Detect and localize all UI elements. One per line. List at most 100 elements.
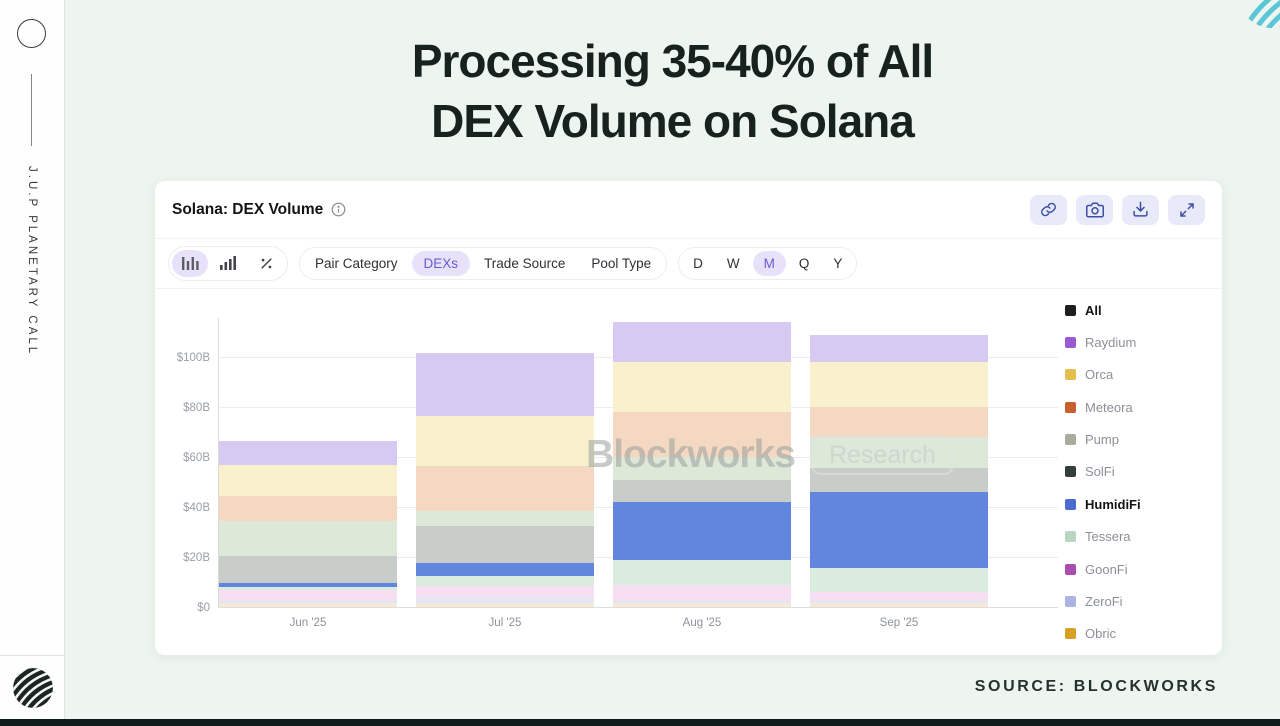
legend-label: ZeroFi <box>1085 594 1123 610</box>
bar-segment-obric[interactable] <box>416 603 594 607</box>
bar-segment-zerofi[interactable] <box>416 597 594 604</box>
source-label: SOURCE: BLOCKWORKS <box>974 678 1218 695</box>
bar-segment-humidifi[interactable] <box>219 583 397 587</box>
x-tick-label: Sep '25 <box>879 617 919 629</box>
expand-button[interactable] <box>1168 194 1205 225</box>
filter-dexs[interactable]: DEXs <box>411 251 471 276</box>
period-d[interactable]: D <box>682 251 714 276</box>
bar-segment-obric[interactable] <box>219 603 397 607</box>
expand-icon <box>1179 202 1194 217</box>
camera-button[interactable] <box>1076 194 1113 225</box>
bar-segment-obric[interactable] <box>613 603 791 607</box>
save-image-button[interactable] <box>1122 194 1159 225</box>
period-q[interactable]: Q <box>788 251 821 276</box>
bar-segment-pump[interactable] <box>810 437 988 469</box>
legend-item-tessera[interactable]: Tessera <box>1065 527 1215 547</box>
camera-icon <box>1085 202 1104 217</box>
gridline <box>218 607 1058 608</box>
percent-type-button[interactable] <box>248 250 284 277</box>
bar-segment-obric[interactable] <box>810 603 988 607</box>
bar-segment-orca[interactable] <box>810 362 988 407</box>
bar-segment-meteora[interactable] <box>613 412 791 457</box>
legend-item-humidifi[interactable]: HumidiFi <box>1065 494 1215 514</box>
bar-segment-zerofi[interactable] <box>613 599 791 604</box>
period-w[interactable]: W <box>716 251 751 276</box>
legend-label: Raydium <box>1085 334 1137 350</box>
legend-label: HumidiFi <box>1085 496 1141 512</box>
stacked-bar-jun25[interactable] <box>219 440 397 607</box>
stacked-bar-jul25[interactable] <box>416 353 594 607</box>
bar-segment-raydium[interactable] <box>810 334 988 362</box>
bar-chart-type-button[interactable] <box>172 250 208 277</box>
filter-pair-category[interactable]: Pair Category <box>303 251 410 276</box>
legend-swatch <box>1065 434 1076 446</box>
bar-segment-raydium[interactable] <box>416 353 594 416</box>
link-button[interactable] <box>1030 194 1067 225</box>
period-m[interactable]: M <box>752 251 786 276</box>
legend-item-solfi[interactable]: SolFi <box>1065 462 1215 482</box>
bar-segment-goonfi[interactable] <box>219 589 397 600</box>
info-icon[interactable] <box>331 202 346 217</box>
bar-segment-humidifi[interactable] <box>416 563 594 576</box>
bar-segment-goonfi[interactable] <box>613 584 791 600</box>
legend-swatch <box>1065 628 1076 640</box>
period-y[interactable]: Y <box>822 251 853 276</box>
bar-segment-meteora[interactable] <box>219 495 397 521</box>
bar-segment-pump[interactable] <box>416 510 594 526</box>
bar-segment-tessera[interactable] <box>416 575 594 586</box>
bar-segment-humidifi[interactable] <box>613 502 791 560</box>
y-tick-label: $20B <box>183 552 210 564</box>
legend-label: Tessera <box>1085 529 1131 545</box>
bar-segment-raydium[interactable] <box>219 440 397 465</box>
bar-segment-pump[interactable] <box>613 457 791 480</box>
percent-icon <box>260 258 272 269</box>
legend-item-zerofi[interactable]: ZeroFi <box>1065 592 1215 612</box>
legend-item-raydium[interactable]: Raydium <box>1065 332 1215 352</box>
bar-segment-zerofi[interactable] <box>810 599 988 604</box>
ascending-bars-type-button[interactable] <box>210 250 246 277</box>
y-tick-label: $40B <box>183 502 210 514</box>
legend-swatch <box>1065 498 1076 510</box>
y-tick-label: $100B <box>176 352 210 364</box>
bar-segment-solfi[interactable] <box>613 479 791 502</box>
bar-segment-meteora[interactable] <box>810 407 988 437</box>
filter-trade-source[interactable]: Trade Source <box>472 251 577 276</box>
chart-legend: All Raydium Orca Meteora Pump SolFi HumidiFi Te… <box>1065 300 1215 656</box>
legend-item-all[interactable]: All <box>1065 300 1215 320</box>
save-image-icon <box>1133 201 1148 217</box>
ascending-bars-icon <box>220 256 236 270</box>
legend-item-orca[interactable]: Orca <box>1065 365 1215 385</box>
bar-segment-goonfi[interactable] <box>416 585 594 597</box>
card-actions <box>1030 194 1205 225</box>
bar-segment-orca[interactable] <box>219 464 397 496</box>
legend-swatch <box>1065 336 1076 348</box>
stacked-bar-sep25[interactable] <box>810 334 988 607</box>
bar-segment-solfi[interactable] <box>416 525 594 564</box>
bar-segment-goonfi[interactable] <box>810 592 988 600</box>
bar-segment-meteora[interactable] <box>416 465 594 511</box>
legend-swatch <box>1065 531 1076 543</box>
bar-segment-tessera[interactable] <box>219 587 397 590</box>
bar-segment-raydium[interactable] <box>613 322 791 362</box>
legend-item-obric[interactable]: Obric <box>1065 624 1215 644</box>
filter-pool-type[interactable]: Pool Type <box>579 251 663 276</box>
stacked-bar-aug25[interactable] <box>613 322 791 607</box>
bar-segment-pump[interactable] <box>219 520 397 556</box>
legend-item-meteora[interactable]: Meteora <box>1065 397 1215 417</box>
circle-mark <box>17 19 46 48</box>
bar-segment-tessera[interactable] <box>613 559 791 585</box>
legend-item-goonfi[interactable]: GoonFi <box>1065 559 1215 579</box>
x-tick-label: Jul '25 <box>488 617 522 629</box>
sidebar-vertical-label: J.U.P PLANETARY CALL <box>26 166 38 357</box>
bar-segment-orca[interactable] <box>416 415 594 466</box>
bar-segment-tessera[interactable] <box>810 568 988 592</box>
bar-segment-zerofi[interactable] <box>219 599 397 604</box>
bar-segment-solfi[interactable] <box>810 468 988 492</box>
legend-item-pump[interactable]: Pump <box>1065 430 1215 450</box>
corner-brand-icon <box>1246 0 1280 28</box>
legend-swatch <box>1065 563 1076 575</box>
bar-segment-solfi[interactable] <box>219 555 397 584</box>
bar-segment-orca[interactable] <box>613 362 791 412</box>
legend-swatch <box>1065 466 1076 478</box>
bar-segment-humidifi[interactable] <box>810 492 988 569</box>
